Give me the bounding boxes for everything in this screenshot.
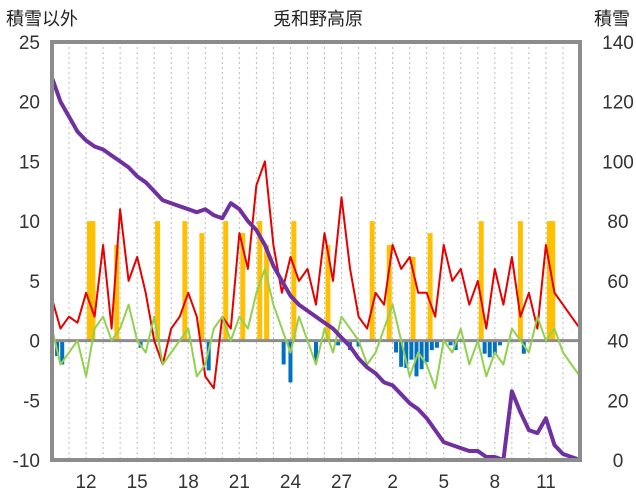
bar-positive [478,221,484,341]
bar-positive [240,233,246,341]
bar-negative [409,340,414,360]
right-tick-label: 60 [607,272,628,293]
chart-title: 兎和野高原 [273,9,363,29]
bar-positive [223,221,229,341]
bar-positive [90,221,96,341]
bar-positive [427,233,433,341]
left-axis-label: 積雪以外 [6,9,78,29]
bar-positive [264,245,270,341]
bar-negative [487,340,492,358]
bar-negative [429,340,434,351]
bar-positive [114,245,120,341]
bar-positive [386,245,392,341]
bar-negative [492,340,497,355]
bar-positive [86,221,92,341]
x-tick-label: 27 [331,472,352,493]
bar-negative [60,340,65,365]
series-line-green [51,267,581,390]
x-tick-label: 5 [438,472,449,493]
bar-positive [291,221,297,341]
right-tick-label: 20 [607,391,628,412]
series-line-red [51,160,581,390]
right-tick-label: 0 [613,451,624,472]
right-tick-label: 120 [602,93,634,114]
right-tick-label: 100 [602,152,634,173]
left-tick-label: 10 [19,212,40,233]
series-line-purple [50,77,581,462]
left-tick-label: 20 [19,93,40,114]
x-tick-label: 18 [178,472,199,493]
bar-negative [448,340,453,346]
x-tick-label: 15 [127,472,148,493]
x-tick-label: 11 [536,472,556,493]
bar-negative [336,340,341,346]
bar-negative [314,340,318,361]
bar-positive [517,221,523,341]
left-tick-label: -10 [13,451,40,472]
left-tick-label: 0 [29,332,40,353]
x-tick-label: 24 [280,472,302,493]
bar-negative [404,340,409,369]
left-tick-label: -5 [23,391,40,412]
right-tick-label: 40 [607,332,628,353]
x-tick-label: 2 [387,472,398,493]
left-tick-label: 5 [29,272,40,293]
bar-negative [394,340,399,353]
bar-negative [424,340,429,363]
x-tick-label: 8 [490,472,501,493]
bar-positive [199,233,205,341]
bar-positive [546,221,552,341]
left-tick-label: 25 [19,33,40,54]
bar-negative [434,340,439,348]
left-tick-label: 15 [19,152,40,173]
bar-positive [155,221,161,341]
x-tick-label: 21 [229,472,250,493]
bar-negative [288,340,293,383]
bar-negative [482,340,487,354]
bar-negative [399,340,404,367]
bar-positive [410,256,416,341]
bar-negative [206,340,211,371]
bar-positive [182,221,188,341]
x-tick-label: 12 [75,472,96,493]
right-tick-label: 140 [602,33,634,54]
right-axis-label: 積雪 [594,9,630,29]
bar-negative [356,340,361,347]
bar-negative [497,340,502,346]
bar-negative [521,340,526,354]
right-tick-label: 80 [607,212,628,233]
plot-frame [50,40,582,462]
bar-negative [419,340,424,370]
bar-negative [281,340,286,365]
bar-positive [325,245,331,341]
bar-positive [369,221,375,341]
